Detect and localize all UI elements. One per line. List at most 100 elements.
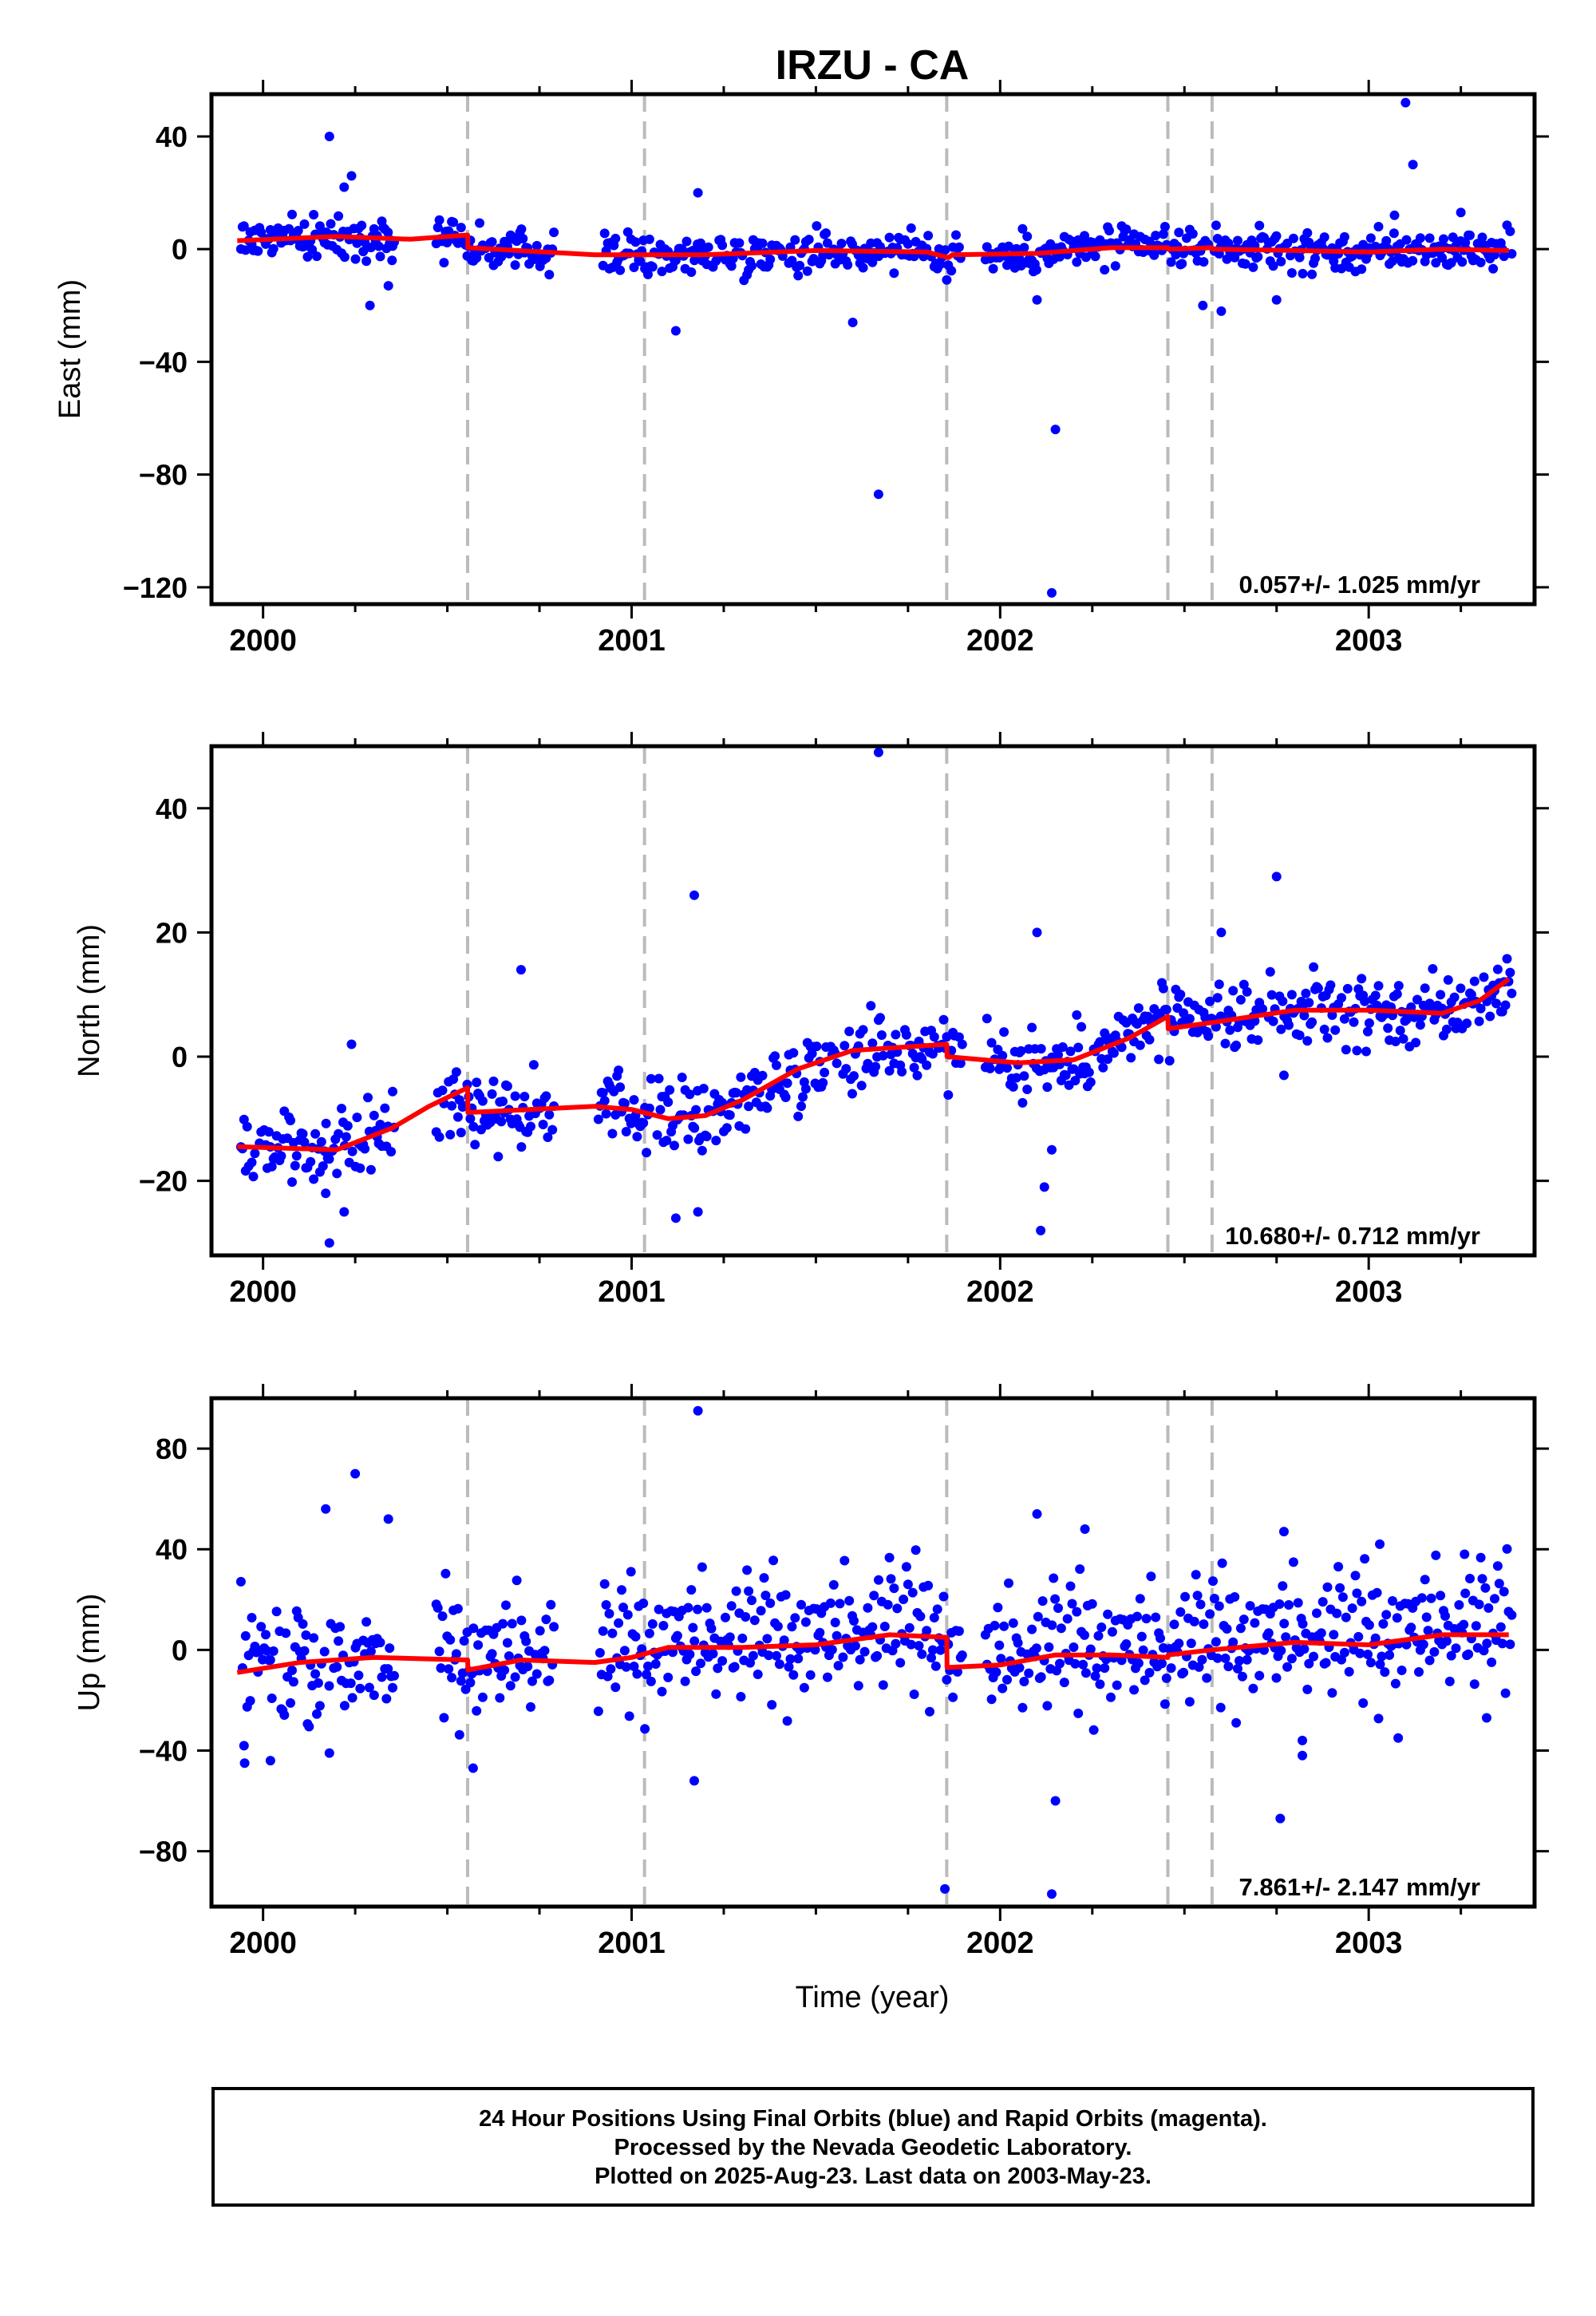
data-point [1090, 1671, 1100, 1682]
data-point [1179, 1667, 1189, 1678]
data-point [433, 223, 443, 232]
data-point [1112, 1680, 1122, 1690]
data-point [304, 1721, 314, 1732]
data-point [1304, 1658, 1314, 1669]
data-point [618, 1603, 628, 1613]
data-point [725, 1110, 735, 1120]
data-point [240, 1630, 251, 1641]
data-point [1268, 261, 1278, 271]
chart-title: IRZU - CA [776, 42, 970, 89]
data-point [1400, 97, 1411, 108]
data-point [1065, 1581, 1076, 1591]
data-point [1230, 1592, 1240, 1602]
data-point [314, 221, 325, 231]
data-point [1106, 1692, 1116, 1702]
data-point [434, 215, 444, 225]
data-point [1390, 1037, 1400, 1046]
data-point [265, 1655, 275, 1665]
data-point [760, 1591, 771, 1601]
data-point [1278, 996, 1288, 1006]
data-point [1465, 230, 1475, 240]
data-point [1381, 235, 1392, 246]
data-point [1301, 988, 1311, 998]
data-point [985, 1063, 995, 1073]
data-point [1271, 231, 1282, 241]
data-point [1258, 1004, 1268, 1014]
data-point [672, 1630, 682, 1641]
data-point [644, 1628, 654, 1638]
x-tick-label: 2002 [966, 1275, 1034, 1309]
data-point [903, 1579, 913, 1590]
data-point [601, 1109, 611, 1119]
data-point [434, 1646, 444, 1657]
data-point [780, 1093, 791, 1102]
data-point [1199, 257, 1209, 267]
data-point [654, 1604, 664, 1614]
data-point [1171, 250, 1181, 260]
data-point [753, 1670, 763, 1679]
data-point [1383, 1023, 1393, 1034]
data-point [604, 1609, 614, 1618]
data-point [610, 1682, 621, 1693]
data-point [1487, 1657, 1497, 1667]
data-point [1421, 1612, 1432, 1622]
data-point [1133, 1658, 1144, 1668]
data-point [1370, 1633, 1381, 1643]
data-point [1050, 425, 1061, 435]
data-point [339, 1207, 350, 1217]
data-point [500, 1665, 510, 1675]
data-point [954, 242, 964, 252]
data-point [1036, 1044, 1046, 1054]
data-point [1505, 226, 1515, 236]
data-point [759, 1573, 769, 1583]
data-point [1490, 1594, 1499, 1604]
data-point [1309, 1651, 1319, 1662]
data-point [347, 1693, 358, 1703]
data-point [1238, 979, 1249, 990]
data-point [1100, 1663, 1110, 1674]
data-point [647, 262, 658, 272]
data-point [1335, 1583, 1345, 1593]
data-point [725, 1632, 735, 1642]
data-point [1057, 1042, 1068, 1052]
data-point [859, 1646, 870, 1657]
data-point [800, 1084, 811, 1094]
data-point [1199, 1619, 1209, 1630]
data-point [805, 1670, 816, 1680]
data-point [321, 1504, 331, 1514]
data-point [1177, 259, 1187, 269]
data-point [1088, 1725, 1099, 1735]
data-point [832, 1630, 842, 1641]
data-point [1056, 1623, 1066, 1634]
data-point [516, 1615, 527, 1626]
panel-up: 80 40 0 −40 −80 2000 2001 2002 2003 Up (mm) 7.861+… [73, 1384, 1549, 1960]
data-point [772, 1650, 781, 1661]
data-point [593, 1706, 603, 1717]
data-point [1415, 233, 1425, 243]
data-point [452, 1603, 463, 1614]
data-point [1158, 229, 1168, 239]
data-point [342, 1120, 353, 1131]
data-point [721, 1123, 732, 1133]
data-point [1426, 1593, 1436, 1603]
data-point [1479, 972, 1489, 982]
data-point [1235, 994, 1246, 1005]
data-point [1428, 964, 1438, 974]
data-point [717, 240, 728, 251]
data-point [1032, 1509, 1042, 1520]
data-point [1067, 1599, 1077, 1609]
data-point [595, 1648, 605, 1658]
data-point [643, 1661, 653, 1671]
data-point [1466, 990, 1476, 1000]
data-point [879, 1622, 890, 1631]
data-point [369, 1110, 379, 1120]
data-point [1144, 1034, 1155, 1045]
data-point [637, 1644, 647, 1654]
data-point [487, 1089, 497, 1099]
data-point [1084, 1067, 1094, 1077]
data-point [1217, 1558, 1227, 1568]
data-point [306, 1156, 316, 1167]
data-point [1132, 1611, 1142, 1622]
data-point [313, 1678, 323, 1688]
data-point [982, 242, 992, 252]
